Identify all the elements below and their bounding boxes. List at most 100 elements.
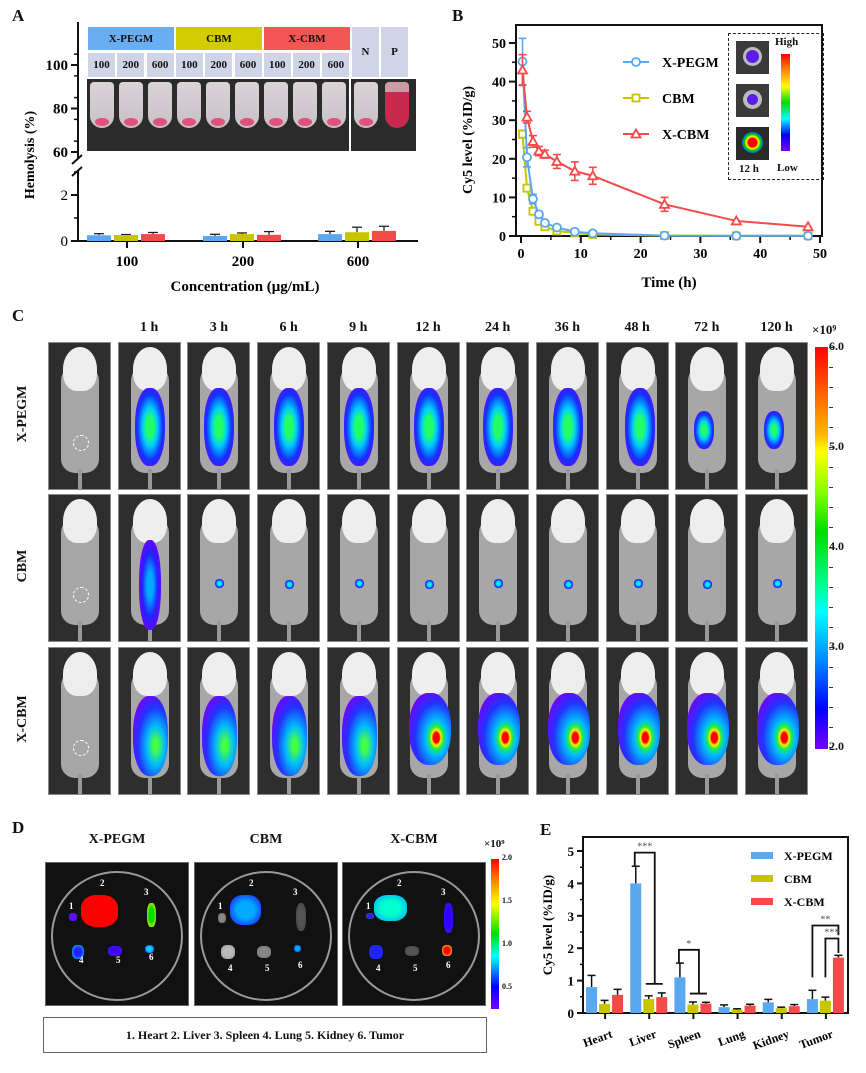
mouse-tail — [78, 469, 82, 489]
data-point — [551, 222, 562, 233]
mouse-image-cbm-48h — [605, 494, 669, 642]
colorbar-tick-label: 2.0 — [829, 739, 844, 753]
y-tick-label: 10 — [492, 191, 506, 206]
organ-number: 1 — [218, 901, 223, 911]
time-label: 1 h — [140, 320, 159, 335]
legend-label: X-CBM — [784, 895, 825, 909]
sample-tube — [148, 82, 172, 128]
organ-3 — [444, 903, 453, 933]
organ-6 — [294, 945, 301, 952]
mouse-image-cbm-1h — [117, 494, 181, 642]
organ-number: 5 — [265, 963, 270, 973]
series-x-pegm — [517, 37, 813, 241]
bar-cbm-tumor — [819, 1000, 831, 1013]
mouse-tail — [287, 621, 292, 641]
mouse-tail — [635, 469, 640, 489]
organ-5 — [257, 946, 271, 958]
mouse-image-x-pegm-3h — [187, 342, 251, 490]
concentration-header: 200 — [205, 53, 233, 77]
biodistribution-chart: 0 1 2 3 4 5 Cy5 level (%ID/g) Heart Liver Spleen L… — [540, 836, 849, 1053]
bar-cbm-heart — [599, 1003, 611, 1013]
legend-swatch — [751, 875, 773, 882]
tube-photo-controls — [351, 79, 416, 151]
positive-control-tube — [385, 82, 409, 128]
blood-pellet — [327, 118, 341, 126]
y-tick-label: 30 — [492, 114, 506, 129]
fluorescence-signal — [343, 388, 374, 466]
mouse-image-cbm-120h — [745, 494, 808, 642]
bar-cbm — [230, 234, 254, 241]
data-point — [528, 194, 538, 204]
x-tick-label: 40 — [753, 247, 767, 262]
mouse-tail — [705, 774, 710, 794]
organ-3 — [296, 903, 306, 931]
organ-number: 6 — [149, 952, 154, 962]
mouse-head — [341, 347, 376, 391]
mouse-tail — [426, 774, 431, 794]
mouse-tail — [78, 621, 82, 641]
data-point — [803, 230, 813, 241]
data-point — [731, 230, 742, 241]
legend-label: CBM — [784, 872, 812, 886]
concentration-header: 100 — [175, 53, 203, 77]
mouse-tail — [496, 774, 501, 794]
bar-cbm — [345, 232, 369, 241]
sample-tube — [293, 82, 317, 128]
colorbar-tick-label: 1.0 — [502, 939, 512, 948]
plot-frame — [582, 836, 849, 1014]
mouse-tail — [78, 774, 82, 794]
data-point — [526, 135, 539, 146]
sample-tube — [90, 82, 114, 128]
blood-pellet — [95, 118, 109, 126]
mouse-tail — [496, 469, 501, 489]
mouse-tail — [635, 774, 640, 794]
legend-swatch — [751, 898, 773, 905]
organ-2 — [374, 895, 407, 921]
concentration-header: 100 — [263, 53, 291, 77]
low-label: Low — [777, 162, 798, 174]
blood-pellet — [211, 118, 225, 126]
panel-d-colorbar — [491, 859, 499, 1009]
colorbar-tick — [829, 547, 833, 548]
mouse-head — [620, 347, 655, 391]
x-tick-label: Kidney — [751, 1027, 791, 1053]
mouse-head — [690, 347, 725, 391]
mouse-head — [272, 652, 307, 696]
panel-label-a: A — [12, 6, 25, 25]
organ-number: 4 — [376, 963, 381, 973]
fluorescence-signal — [285, 580, 295, 589]
legend-label: X-CBM — [662, 128, 709, 143]
data-point — [540, 217, 550, 228]
mouse-head — [272, 347, 307, 391]
mouse-image-x-pegm-pre — [48, 342, 111, 490]
mouse-head — [132, 652, 167, 696]
bar-cbm-lung — [731, 1009, 743, 1013]
organ-4 — [72, 945, 84, 959]
y-tick-label: 0 — [568, 1006, 575, 1021]
concentration-header: 100 — [88, 53, 115, 77]
time-label: 3 h — [209, 320, 229, 335]
mouse-head — [63, 652, 97, 696]
organ-number: 1 — [366, 901, 371, 911]
mouse-tail — [775, 774, 779, 794]
data-point — [522, 152, 532, 163]
y-tick-label: 2 — [568, 941, 575, 956]
x-tick-label: 200 — [232, 254, 255, 270]
mouse-head — [63, 499, 97, 543]
y-tick-label: 4 — [568, 876, 575, 891]
legend-marker — [629, 127, 643, 139]
tumor-location-marker — [73, 587, 89, 603]
mouse-image-x-pegm-12h — [396, 342, 460, 490]
mouse-head — [481, 499, 516, 543]
mouse-image-cbm-9h — [326, 494, 390, 642]
organ-6 — [145, 945, 154, 953]
time-label: 12 h — [415, 320, 441, 335]
data-point — [534, 209, 544, 220]
mouse-head — [481, 347, 516, 391]
colorbar-tick — [829, 587, 833, 588]
blood-pellet — [298, 118, 312, 126]
bar-x-pegm-liver — [630, 883, 642, 1013]
group-header-x-pegm: X-PEGM — [88, 27, 174, 50]
panel-label-e: E — [540, 820, 552, 839]
